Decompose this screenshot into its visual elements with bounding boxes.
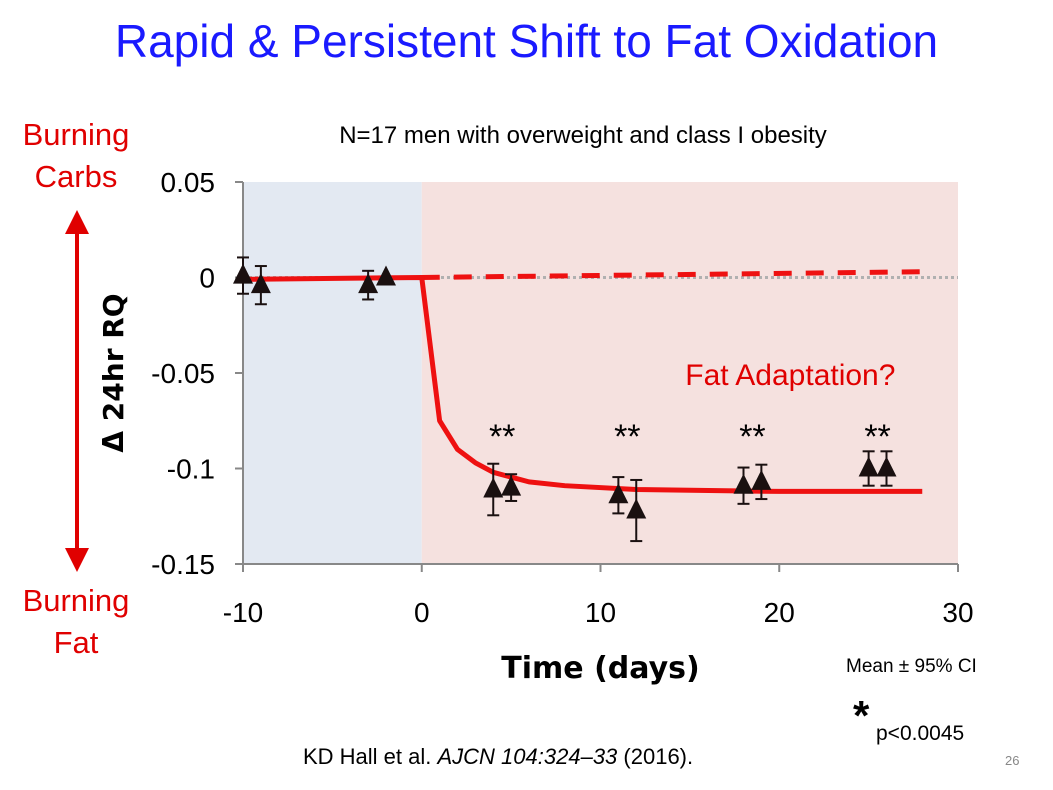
data-point <box>250 273 271 294</box>
label-burning-carbs: Burning Carbs <box>0 114 152 198</box>
ci-note: Mean ± 95% CI <box>846 656 977 677</box>
y-tick-label: -0.15 <box>151 549 215 580</box>
label-bottom-line1: Burning <box>22 583 130 618</box>
data-point <box>733 473 754 494</box>
significance-mark: ** <box>739 418 765 456</box>
significance-mark: ** <box>489 418 515 456</box>
significance-mark: ** <box>864 418 890 456</box>
y-tick-label: 0.05 <box>161 167 216 198</box>
data-point <box>358 273 379 294</box>
page-number: 26 <box>1005 753 1020 768</box>
chart-subtitle: N=17 men with overweight and class I obe… <box>339 122 827 149</box>
pvalue-star: * <box>853 692 870 739</box>
pvalue-note: p<0.0045 <box>876 722 965 745</box>
label-top-line1: Burning <box>22 117 130 152</box>
y-tick-label: -0.05 <box>151 358 215 389</box>
data-point <box>501 475 522 496</box>
data-point <box>876 456 897 477</box>
slide-title: Rapid & Persistent Shift to Fat Oxidatio… <box>114 15 939 67</box>
citation-year: (2016). <box>617 744 694 769</box>
x-tick-label: 0 <box>414 597 430 628</box>
label-bottom-line2: Fat <box>53 625 99 660</box>
label-burning-fat: Burning Fat <box>0 580 152 664</box>
data-point <box>233 263 253 284</box>
data-point <box>376 265 396 286</box>
label-top-line2: Carbs <box>34 159 118 194</box>
y-tick-label: -0.1 <box>167 454 215 485</box>
no-adaptation-line <box>421 269 923 280</box>
data-point <box>608 483 629 504</box>
citation-journal: AJCN 104:324–33 <box>437 744 618 769</box>
data-point <box>858 456 879 477</box>
data-point <box>483 477 504 498</box>
x-tick-label: 20 <box>764 597 795 628</box>
x-tick-label: 10 <box>585 597 616 628</box>
x-tick-label: -10 <box>223 597 263 628</box>
data-point <box>626 498 647 519</box>
x-axis-label: Time (days) <box>501 651 699 686</box>
x-tick-label: 30 <box>942 597 973 628</box>
citation-authors: KD Hall et al. <box>303 744 438 769</box>
y-tick-label: 0 <box>199 263 215 294</box>
region-baseline <box>243 182 422 564</box>
annotation-fat-adaptation: Fat Adaptation? <box>685 359 895 392</box>
significance-mark: ** <box>614 418 640 456</box>
citation: KD Hall et al. AJCN 104:324–33 (2016). <box>303 744 693 770</box>
y-axis-label: Δ 24hr RQ <box>97 293 130 452</box>
data-point <box>751 469 772 490</box>
